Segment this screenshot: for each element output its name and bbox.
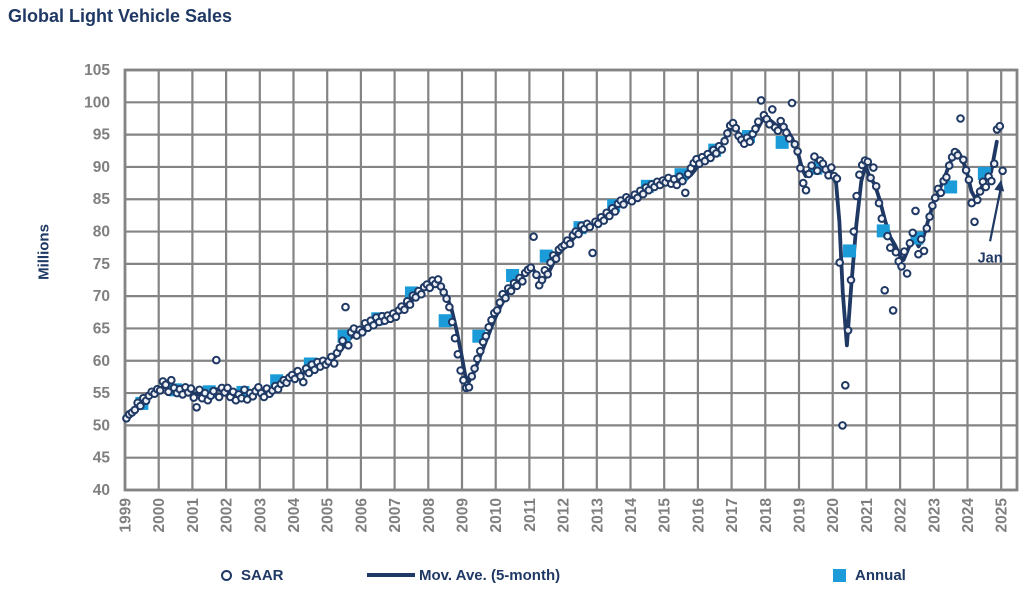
svg-text:2006: 2006 <box>353 498 370 533</box>
svg-text:105: 105 <box>84 62 110 79</box>
legend-label-saar: SAAR <box>241 566 284 584</box>
legend-item-annual: Annual <box>833 563 906 587</box>
svg-text:75: 75 <box>93 256 111 273</box>
svg-text:2003: 2003 <box>252 498 269 533</box>
x-axis-tick-labels: 1999 2000 2001 2002 2003 2004 2005 2006 2007 2008… <box>118 498 1011 533</box>
svg-text:2018: 2018 <box>758 498 775 533</box>
saar-circle-marker-icon <box>221 569 232 581</box>
grid-lines <box>123 68 1017 492</box>
svg-text:2010: 2010 <box>488 498 505 532</box>
saar-scatter-points <box>122 96 1007 430</box>
svg-text:2023: 2023 <box>926 498 943 533</box>
svg-text:2013: 2013 <box>589 498 606 533</box>
svg-text:100: 100 <box>84 94 110 111</box>
svg-text:50: 50 <box>93 417 110 434</box>
svg-text:80: 80 <box>93 224 110 241</box>
jan-annotation: Jan <box>978 179 1005 266</box>
svg-text:2024: 2024 <box>960 498 977 533</box>
svg-text:2014: 2014 <box>623 498 640 533</box>
svg-text:2000: 2000 <box>151 498 168 532</box>
svg-text:2004: 2004 <box>286 498 303 533</box>
svg-text:95: 95 <box>93 127 111 144</box>
annual-square-marker-icon <box>833 568 846 582</box>
plot-border <box>123 68 1019 492</box>
svg-text:2011: 2011 <box>522 498 539 532</box>
svg-text:2008: 2008 <box>421 498 438 533</box>
svg-text:2015: 2015 <box>657 498 674 533</box>
legend-item-moving-average: Mov. Ave. (5-month) <box>367 563 560 587</box>
legend-item-saar: SAAR <box>221 563 284 587</box>
svg-text:2012: 2012 <box>556 498 573 532</box>
arrow-head-icon <box>994 179 1005 192</box>
svg-text:90: 90 <box>93 159 110 176</box>
svg-text:45: 45 <box>93 450 111 467</box>
svg-text:65: 65 <box>93 320 111 337</box>
svg-text:60: 60 <box>93 353 110 370</box>
svg-text:85: 85 <box>93 191 111 208</box>
svg-text:2021: 2021 <box>859 498 876 533</box>
svg-text:2002: 2002 <box>219 498 236 532</box>
jan-annotation-label: Jan <box>978 250 1003 266</box>
legend-label-annual: Annual <box>855 566 906 584</box>
svg-text:2005: 2005 <box>320 498 337 533</box>
svg-text:2025: 2025 <box>994 498 1011 533</box>
y-axis-tick-labels: 105 100 95 90 85 80 75 70 65 60 55 50 45 40 <box>84 62 110 499</box>
svg-text:40: 40 <box>93 482 110 499</box>
svg-text:2019: 2019 <box>792 498 809 533</box>
svg-text:1999: 1999 <box>118 498 135 533</box>
svg-text:2001: 2001 <box>185 498 202 533</box>
legend-label-moving-average: Mov. Ave. (5-month) <box>419 566 561 584</box>
svg-text:70: 70 <box>93 288 110 305</box>
chart-title: Global Light Vehicle Sales <box>8 6 233 26</box>
chart-legend: SAAR Mov. Ave. (5-month) Annual <box>0 563 1024 591</box>
moving-average-line-marker-icon <box>367 573 415 577</box>
svg-text:2007: 2007 <box>387 498 404 532</box>
svg-text:2022: 2022 <box>893 498 910 532</box>
svg-text:2009: 2009 <box>455 498 472 533</box>
svg-text:55: 55 <box>93 385 111 402</box>
svg-text:2016: 2016 <box>690 498 707 533</box>
svg-text:2020: 2020 <box>825 498 842 532</box>
svg-text:2017: 2017 <box>724 498 741 532</box>
